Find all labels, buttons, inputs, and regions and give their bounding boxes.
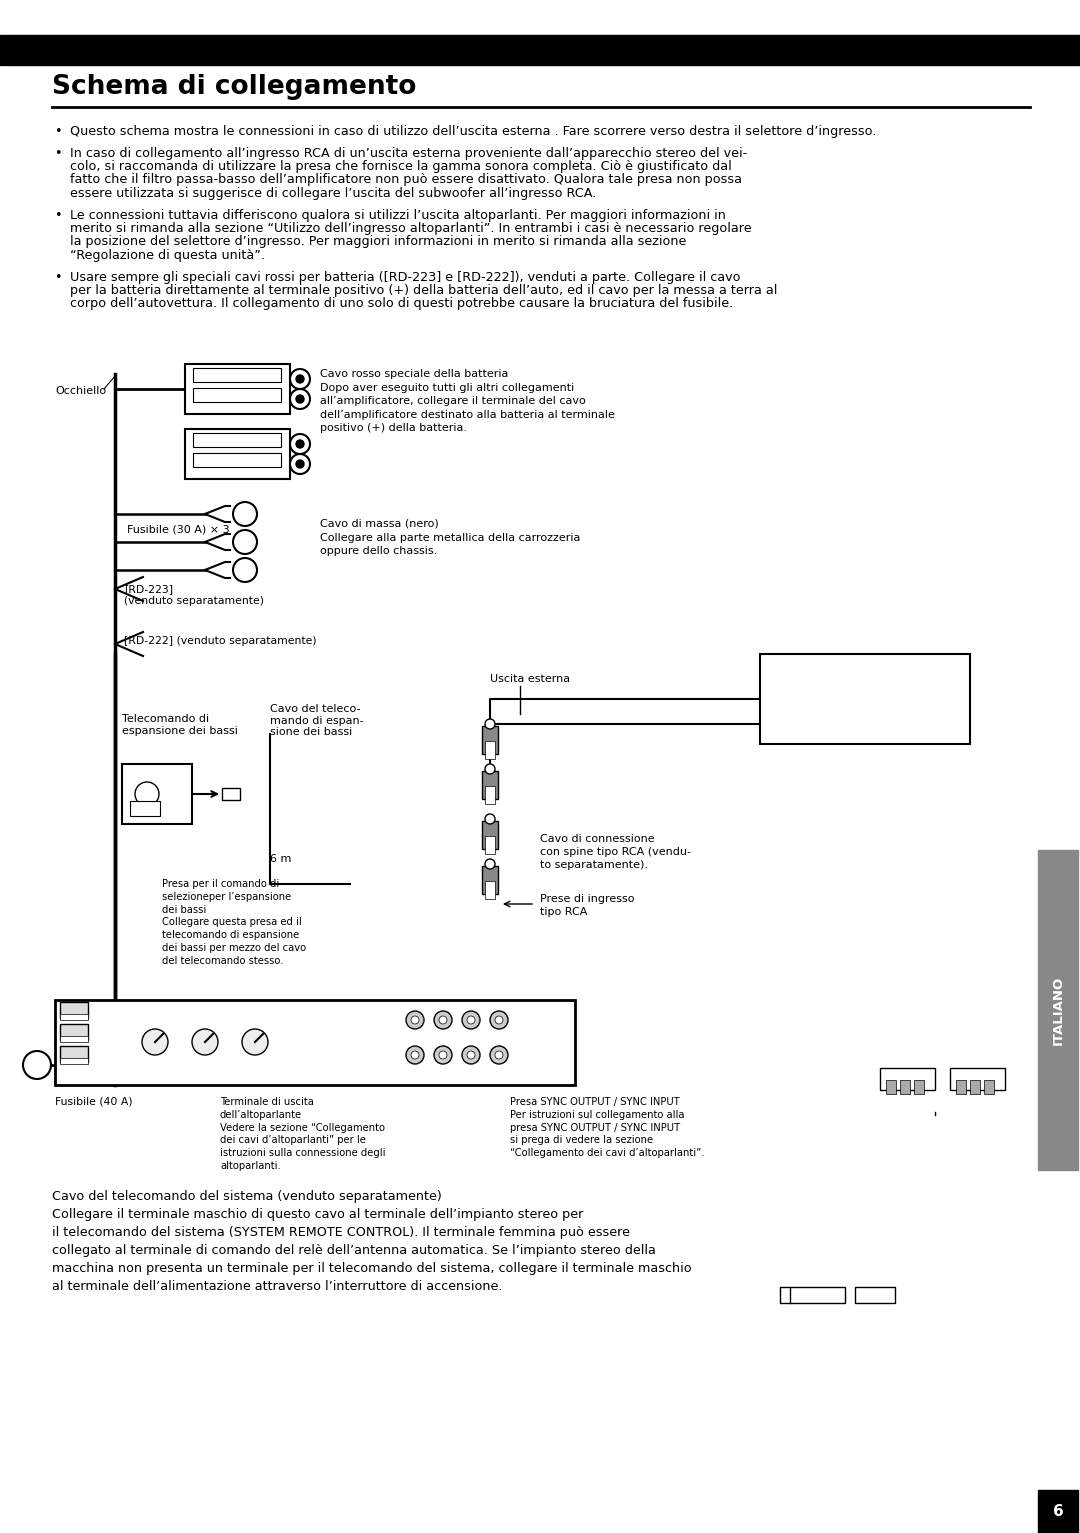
Text: Questo schema mostra le connessioni in caso di utilizzo dell’uscita esterna . Fa: Questo schema mostra le connessioni in c… [70, 126, 876, 138]
Text: Occhiello: Occhiello [55, 386, 106, 396]
Circle shape [490, 1046, 508, 1064]
Text: Uscita esterna: Uscita esterna [490, 675, 570, 684]
Circle shape [434, 1046, 453, 1064]
Circle shape [296, 460, 303, 468]
Circle shape [291, 369, 310, 389]
Circle shape [411, 1052, 419, 1059]
Text: merito si rimanda alla sezione “Utilizzo dell’ingresso altoparlanti”. In entramb: merito si rimanda alla sezione “Utilizzo… [70, 222, 752, 235]
Text: Fusibile (40 A): Fusibile (40 A) [55, 1098, 133, 1107]
Bar [485, 881, 495, 898]
Bar [1038, 1490, 1078, 1533]
Text: Schema di collegamento: Schema di collegamento [52, 74, 417, 100]
Circle shape [406, 1046, 424, 1064]
Circle shape [495, 1052, 503, 1059]
Bar [222, 788, 240, 800]
Text: fatto che il filtro passa-basso dell’amplificatore non può essere disattivato. Q: fatto che il filtro passa-basso dell’amp… [70, 173, 742, 187]
Circle shape [291, 454, 310, 474]
Circle shape [462, 1010, 480, 1029]
Bar [482, 866, 498, 894]
Bar [193, 452, 281, 468]
Text: corpo dell’autovettura. Il collegamento di uno solo di questi potrebbe causare l: corpo dell’autovettura. Il collegamento … [70, 297, 733, 311]
Bar [485, 740, 495, 759]
Bar [880, 1069, 935, 1090]
Text: 6 m: 6 m [270, 854, 292, 865]
Text: [RD-222] (venduto separatamente): [RD-222] (venduto separatamente) [124, 636, 316, 645]
Text: Cavo di massa (nero)
Collegare alla parte metallica della carrozzeria
oppure del: Cavo di massa (nero) Collegare alla part… [320, 520, 580, 556]
Bar [60, 1024, 87, 1039]
Circle shape [233, 558, 257, 583]
Circle shape [490, 1010, 508, 1029]
Circle shape [242, 1029, 268, 1055]
Circle shape [233, 501, 257, 526]
Circle shape [485, 814, 495, 825]
Text: colo, si raccomanda di utilizzare la presa che fornisce la gamma sonora completa: colo, si raccomanda di utilizzare la pre… [70, 159, 732, 173]
Bar [130, 802, 160, 816]
Text: per la batteria direttamente al terminale positivo (+) della batteria dell’auto,: per la batteria direttamente al terminal… [70, 284, 778, 297]
Text: Cavo rosso speciale della batteria
Dopo aver eseguito tutti gli altri collegamen: Cavo rosso speciale della batteria Dopo … [320, 369, 615, 434]
Text: [RD-223]
(venduto separatamente): [RD-223] (venduto separatamente) [124, 584, 264, 606]
Bar [193, 368, 281, 382]
Text: Usare sempre gli speciali cavi rossi per batteria ([RD-223] e [RD-222]), venduti: Usare sempre gli speciali cavi rossi per… [70, 270, 741, 284]
Bar [886, 1081, 896, 1095]
Circle shape [495, 1016, 503, 1024]
Circle shape [485, 763, 495, 774]
Circle shape [141, 1029, 168, 1055]
Bar [60, 1003, 87, 1018]
Text: 6: 6 [1053, 1504, 1064, 1519]
Text: Telecomando di
espansione dei bassi: Telecomando di espansione dei bassi [122, 714, 238, 736]
Bar [855, 1288, 895, 1303]
Text: Fusibile (30 A) × 3: Fusibile (30 A) × 3 [127, 524, 230, 533]
Bar [956, 1081, 966, 1095]
Circle shape [438, 1052, 447, 1059]
Bar [950, 1069, 1005, 1090]
Bar [185, 363, 291, 414]
Text: “Regolazione di questa unità”.: “Regolazione di questa unità”. [70, 248, 265, 262]
Circle shape [296, 440, 303, 448]
Text: Le connessioni tuttavia differiscono qualora si utilizzi l’uscita altoparlanti. : Le connessioni tuttavia differiscono qua… [70, 208, 726, 221]
Bar [482, 771, 498, 799]
Text: Presa SYNC OUTPUT / SYNC INPUT
Per istruzioni sul collegamento alla
presa SYNC O: Presa SYNC OUTPUT / SYNC INPUT Per istru… [510, 1098, 704, 1159]
Circle shape [291, 434, 310, 454]
Circle shape [233, 530, 257, 553]
Circle shape [135, 782, 159, 806]
Bar [60, 1036, 87, 1042]
Bar [0, 0, 1080, 64]
Text: •: • [54, 126, 62, 138]
Bar [482, 727, 498, 754]
Text: Cavo del teleco-
mando di espan-
sione dei bassi: Cavo del teleco- mando di espan- sione d… [270, 704, 364, 737]
Bar [1038, 849, 1078, 1170]
Circle shape [467, 1016, 475, 1024]
Bar [60, 1046, 87, 1062]
Text: Impianto stereo
della macchina
con prese a spilli
di uscita RCA: Impianto stereo della macchina con prese… [819, 673, 912, 725]
Bar [760, 655, 970, 744]
Circle shape [296, 376, 303, 383]
Text: Presa per il comando di
selezioneper l’espansione
dei bassi
Collegare questa pre: Presa per il comando di selezioneper l’e… [162, 878, 306, 966]
Text: la posizione del selettore d’ingresso. Per maggiori informazioni in merito si ri: la posizione del selettore d’ingresso. P… [70, 236, 687, 248]
Bar [60, 1013, 87, 1019]
Circle shape [296, 396, 303, 403]
Text: Cavo di connessione
con spine tipo RCA (vendu-
to separatamente).: Cavo di connessione con spine tipo RCA (… [540, 834, 691, 871]
Circle shape [485, 858, 495, 869]
Text: Terminale di uscita
dell’altoparlante
Vedere la sezione “Collegamento
dei cavi d: Terminale di uscita dell’altoparlante Ve… [220, 1098, 386, 1171]
Bar [55, 1000, 575, 1085]
Text: Cavo del telecomando del sistema (venduto separatamente)
Collegare il terminale : Cavo del telecomando del sistema (vendut… [52, 1190, 691, 1292]
Bar [60, 1058, 87, 1064]
Bar [789, 1288, 845, 1303]
Text: In caso di collegamento all’ingresso RCA di un’uscita esterna proveniente dall’a: In caso di collegamento all’ingresso RCA… [70, 147, 747, 159]
Text: ITALIANO: ITALIANO [1052, 975, 1065, 1044]
Bar [185, 429, 291, 478]
Circle shape [438, 1016, 447, 1024]
Circle shape [467, 1052, 475, 1059]
Circle shape [485, 719, 495, 730]
Text: essere utilizzata si suggerisce di collegare l’uscita del subwoofer all’ingresso: essere utilizzata si suggerisce di colle… [70, 187, 596, 199]
Text: •: • [54, 208, 62, 221]
Circle shape [291, 389, 310, 409]
Bar [900, 1081, 910, 1095]
Bar [0, 35, 1080, 64]
Text: •: • [54, 147, 62, 159]
Bar [482, 822, 498, 849]
Bar [970, 1081, 980, 1095]
Circle shape [23, 1052, 51, 1079]
Bar [914, 1081, 924, 1095]
Bar [984, 1081, 994, 1095]
